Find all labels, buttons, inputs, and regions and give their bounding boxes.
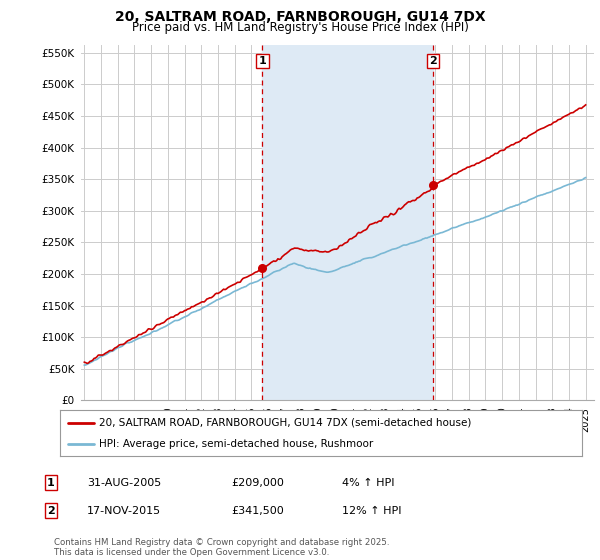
Text: 12% ↑ HPI: 12% ↑ HPI — [342, 506, 401, 516]
Bar — [262, 45, 433, 400]
Text: 20, SALTRAM ROAD, FARNBOROUGH, GU14 7DX: 20, SALTRAM ROAD, FARNBOROUGH, GU14 7DX — [115, 10, 485, 24]
Text: 2: 2 — [430, 56, 437, 66]
Text: £209,000: £209,000 — [231, 478, 284, 488]
Text: 20, SALTRAM ROAD, FARNBOROUGH, GU14 7DX (semi-detached house): 20, SALTRAM ROAD, FARNBOROUGH, GU14 7DX … — [99, 418, 472, 428]
Text: Price paid vs. HM Land Registry's House Price Index (HPI): Price paid vs. HM Land Registry's House … — [131, 21, 469, 34]
Text: 1: 1 — [47, 478, 55, 488]
Text: Contains HM Land Registry data © Crown copyright and database right 2025.
This d: Contains HM Land Registry data © Crown c… — [54, 538, 389, 557]
Text: £341,500: £341,500 — [231, 506, 284, 516]
Text: 2: 2 — [47, 506, 55, 516]
Text: 17-NOV-2015: 17-NOV-2015 — [87, 506, 161, 516]
Text: HPI: Average price, semi-detached house, Rushmoor: HPI: Average price, semi-detached house,… — [99, 439, 373, 449]
Text: 4% ↑ HPI: 4% ↑ HPI — [342, 478, 395, 488]
Text: 1: 1 — [259, 56, 266, 66]
Text: 31-AUG-2005: 31-AUG-2005 — [87, 478, 161, 488]
